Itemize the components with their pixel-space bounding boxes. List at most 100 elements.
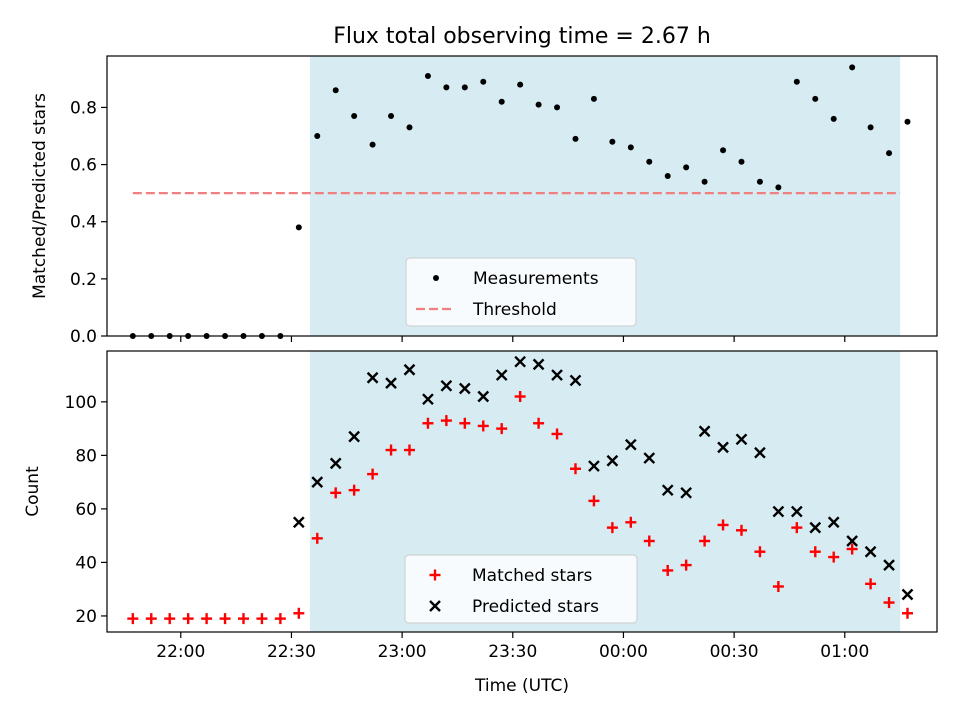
predicted-x-b <box>717 441 729 454</box>
matched-star-point <box>477 420 489 432</box>
predicted-star-point <box>680 486 693 499</box>
x-tick-label: 00:00 <box>599 642 648 662</box>
x-tick-label: 01:00 <box>820 642 869 662</box>
legend-label: Matched stars <box>472 566 592 586</box>
predicted-star-point <box>846 535 859 547</box>
predicted-x-b <box>532 358 545 371</box>
predicted-star-point <box>698 425 711 438</box>
predicted-star-point <box>292 516 305 529</box>
x-tick-label: 00:30 <box>710 642 759 662</box>
matched-star-point <box>643 535 655 547</box>
top-axes-frame <box>106 55 938 337</box>
predicted-x-b <box>772 505 785 518</box>
predicted-x-b <box>790 505 803 518</box>
y-tick-label: 0.4 <box>70 213 97 233</box>
measurement-point <box>554 104 561 111</box>
legend-box <box>405 257 637 327</box>
matched-star-point <box>680 559 692 571</box>
predicted-star-point <box>348 430 361 443</box>
measurement-point <box>683 164 690 171</box>
predicted-star-point <box>717 441 729 454</box>
predicted-star-point <box>901 588 914 601</box>
matched-star-point <box>772 581 784 593</box>
legend-label: Threshold <box>472 300 557 320</box>
predicted-star-point <box>624 438 637 451</box>
predicted-star-point <box>532 358 545 371</box>
measurement-point <box>738 158 745 165</box>
predicted-star-point <box>385 377 397 389</box>
predicted-x-b <box>661 484 674 497</box>
matched-star-point <box>164 613 176 625</box>
measurement-point <box>812 95 819 102</box>
matched-star-point <box>330 487 342 499</box>
matched-star-point <box>699 535 711 547</box>
matched-star-point <box>809 546 821 558</box>
predicted-x-b <box>292 516 305 529</box>
predicted-x-b <box>366 371 379 384</box>
measurement-point <box>480 78 487 85</box>
matched-star-point <box>625 516 637 528</box>
predicted-star-point <box>477 390 490 403</box>
matched-star-point <box>588 495 600 507</box>
measurement-point <box>646 158 653 165</box>
matched-star-point <box>514 390 526 402</box>
y-tick-label: 0.2 <box>70 270 97 290</box>
measurement-point <box>535 101 542 108</box>
matched-star-point <box>883 597 895 609</box>
measurement-point <box>756 178 763 185</box>
top-x-ticks <box>180 336 846 342</box>
matched-star-point <box>901 607 913 619</box>
y-tick-label: 100 <box>65 393 97 413</box>
measurement-point <box>793 78 800 85</box>
measurement-point <box>388 113 395 119</box>
measurement-point <box>295 224 302 231</box>
measurement-point <box>517 81 524 88</box>
predicted-star-point <box>754 446 766 459</box>
predicted-x-b <box>735 433 748 446</box>
predicted-star-point <box>661 484 674 497</box>
matched-star-point <box>403 444 415 456</box>
predicted-star-point <box>569 374 582 387</box>
predicted-x-b <box>495 369 508 381</box>
predicted-x-b <box>901 588 914 601</box>
measurement-point <box>351 113 358 119</box>
bottom-legend: Matched stars Predicted stars <box>404 554 638 624</box>
predicted-x-b <box>864 545 877 558</box>
matched-star-point <box>348 484 360 496</box>
top-legend: Measurements Threshold <box>405 257 637 327</box>
predicted-x-b <box>680 486 693 499</box>
matched-star-point <box>459 417 471 429</box>
matched-star-point <box>754 546 766 558</box>
matched-star-point <box>717 519 729 531</box>
predicted-x-b <box>422 393 434 406</box>
x-axis-label: Time (UTC) <box>474 676 569 696</box>
predicted-star-point <box>514 355 527 368</box>
predicted-x-b <box>458 382 471 395</box>
predicted-star-point <box>422 393 434 406</box>
predicted-star-point <box>366 371 379 384</box>
x-tick-label: 23:30 <box>488 642 537 662</box>
predicted-x-b <box>348 430 361 443</box>
x-tick-label: 23:00 <box>378 642 427 662</box>
predicted-star-point <box>827 516 840 529</box>
predicted-x-b <box>403 363 416 376</box>
matched-star-point <box>533 417 545 429</box>
measurement-point <box>886 150 893 157</box>
top-y-axis-label: Matched/Predicted stars <box>30 93 50 299</box>
measurement-point <box>314 133 321 139</box>
matched-star-point <box>219 613 231 625</box>
predicted-star-point <box>864 545 877 558</box>
measurement-point <box>849 64 856 71</box>
predicted-x-b <box>477 390 490 403</box>
measurement-point <box>830 115 837 122</box>
predicted-x-b <box>827 516 840 529</box>
matched-star-point <box>311 532 323 544</box>
measurement-point <box>498 98 505 105</box>
measurement-point <box>701 178 708 185</box>
predicted-x-b <box>643 452 656 464</box>
predicted-x-b <box>311 476 324 488</box>
measurement-point <box>461 84 468 91</box>
measurement-point <box>775 184 782 191</box>
measurement-point <box>424 73 431 79</box>
predicted-x-b <box>846 535 859 547</box>
